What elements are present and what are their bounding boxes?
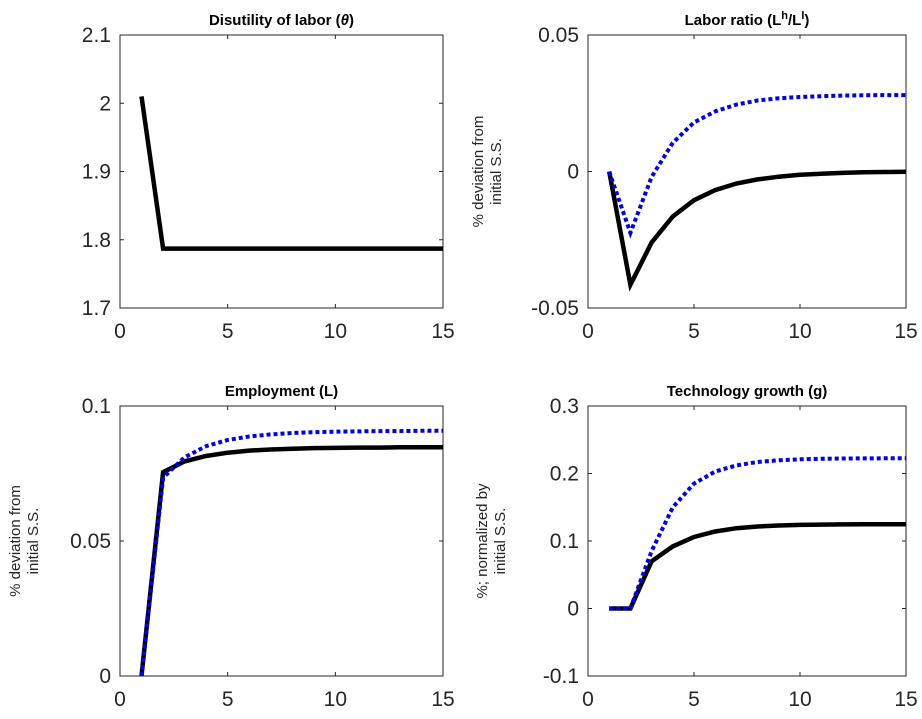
title-superscript-l: l xyxy=(801,10,804,22)
x-tick-label: 0 xyxy=(582,688,594,711)
title-text: Employment (L) xyxy=(225,383,338,400)
y-tick-label: 0.05 xyxy=(70,530,111,553)
panel-title: Labor ratio (Lh/Ll) xyxy=(685,10,810,29)
title-text: /L xyxy=(788,12,801,29)
title-superscript-h: h xyxy=(781,10,788,22)
y-axis-label: %; normalized byinitial S.S. xyxy=(474,483,509,599)
panel-employment: 0 5 10 15 0 0.05 0.1 Employment (L) % deviation … xyxy=(7,383,455,711)
x-tick-label: 10 xyxy=(788,688,811,711)
x-tick-label: 5 xyxy=(688,688,700,711)
series-line-dotted xyxy=(609,456,906,611)
series-line-solid xyxy=(139,445,443,677)
y-axis-label-line: initial S.S. xyxy=(25,508,42,575)
panel-title: Technology growth (g) xyxy=(667,383,828,400)
y-tick-label: 0 xyxy=(567,598,579,621)
x-tick-label: 0 xyxy=(114,688,126,711)
series-line-solid xyxy=(609,522,906,611)
x-tick-label: 0 xyxy=(114,320,126,343)
x-tick-label: 0 xyxy=(582,320,594,343)
series-line-solid xyxy=(139,96,443,251)
axes-box xyxy=(119,34,444,309)
panel-disutility-of-labor: 0 5 10 15 1.7 1.8 1.9 2 2.1 Disutility of labor (… xyxy=(82,12,455,343)
title-text: Labor ratio (L xyxy=(685,12,782,29)
y-tick-label: 1.8 xyxy=(82,229,111,252)
y-tick-label: 0.1 xyxy=(82,395,111,418)
y-tick-label: 0 xyxy=(99,665,111,688)
x-tick-label: 10 xyxy=(324,688,347,711)
y-tick-label: 0.3 xyxy=(550,395,579,418)
y-axis-label: % deviation frominitial S.S. xyxy=(7,485,42,597)
series-line-solid xyxy=(606,169,907,292)
y-tick-label: -0.05 xyxy=(531,297,579,320)
panel-title: Employment (L) xyxy=(225,383,338,400)
panel-title: Disutility of labor (θ) xyxy=(209,12,354,29)
title-theta-symbol: θ xyxy=(341,12,350,29)
y-axis-label-line: % deviation from xyxy=(7,485,24,597)
y-tick-label: 0.2 xyxy=(550,463,579,486)
title-text: ) xyxy=(349,12,354,29)
x-tick-label: 10 xyxy=(788,320,811,343)
title-text: ) xyxy=(804,12,809,29)
y-tick-label: 2 xyxy=(99,92,111,115)
x-tick-label: 15 xyxy=(431,688,454,711)
x-tick-label: 15 xyxy=(894,320,917,343)
axes-box xyxy=(587,405,907,677)
y-tick-label: 1.7 xyxy=(82,297,111,320)
title-text: Disutility of labor ( xyxy=(209,12,341,29)
series-line-dotted xyxy=(607,93,906,239)
x-tick-label: 5 xyxy=(222,320,234,343)
title-text: Technology growth (g) xyxy=(667,383,828,400)
series-line-dotted xyxy=(139,428,443,677)
x-tick-label: 15 xyxy=(894,688,917,711)
y-axis-label-line: initial S.S. xyxy=(492,508,509,575)
y-tick-label: 0 xyxy=(567,161,579,184)
y-tick-label: 0.1 xyxy=(550,530,579,553)
y-axis-label: % deviation frominitial S.S. xyxy=(470,116,505,228)
y-axis-label-line: initial S.S. xyxy=(488,138,505,205)
y-tick-label: 2.1 xyxy=(82,24,111,47)
x-tick-label: 10 xyxy=(324,320,347,343)
x-tick-label: 5 xyxy=(688,320,700,343)
x-tick-label: 5 xyxy=(222,688,234,711)
y-axis-label-line: %; normalized by xyxy=(474,483,491,599)
x-tick-label: 15 xyxy=(431,320,454,343)
y-tick-label: 0.05 xyxy=(538,24,579,47)
y-tick-label: -0.1 xyxy=(543,665,579,688)
y-tick-label: 1.9 xyxy=(82,161,111,184)
y-axis-label-line: % deviation from xyxy=(470,116,487,228)
